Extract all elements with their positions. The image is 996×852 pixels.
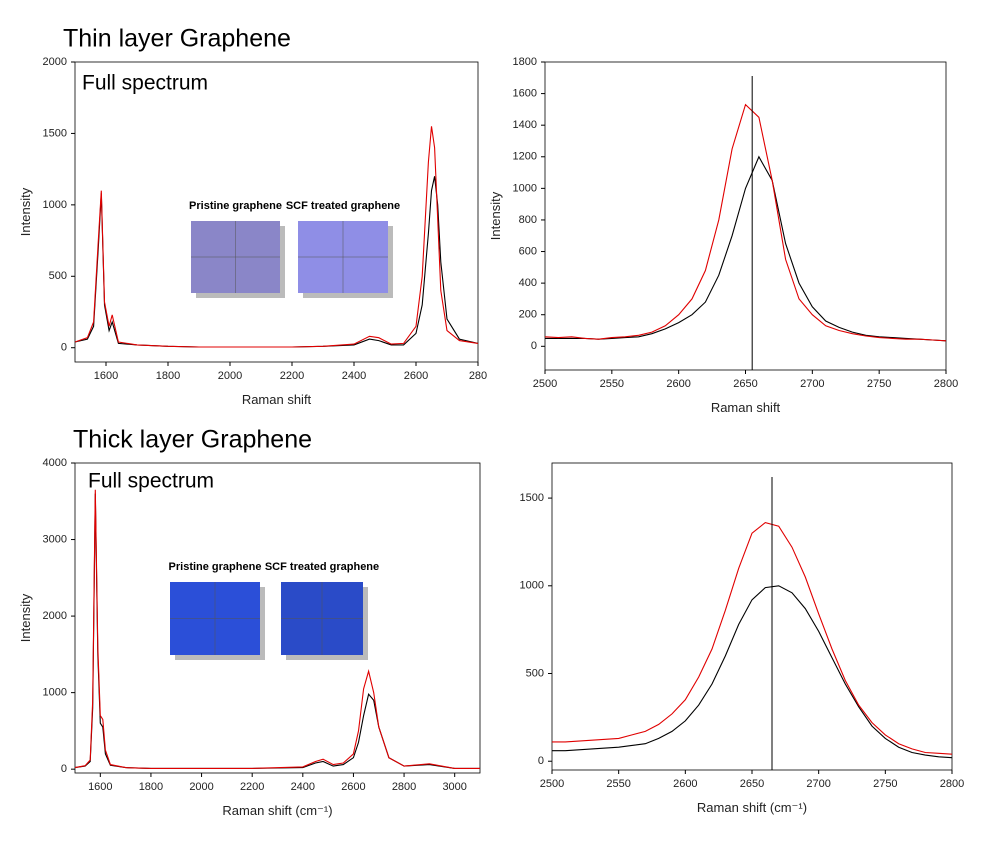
x-tick-label: 2200 <box>240 781 264 793</box>
plot-frame <box>544 61 947 371</box>
y-tick-label: 3000 <box>43 533 67 545</box>
spectrum-line <box>552 585 953 759</box>
x-axis-label: Raman shift (cm⁻¹) <box>222 803 332 818</box>
y-tick-label: 1600 <box>513 87 537 99</box>
y-tick-label: 1800 <box>513 56 537 68</box>
spectrum-line <box>552 521 953 755</box>
x-tick-label: 3000 <box>442 781 466 793</box>
y-tick-label: 800 <box>519 214 537 226</box>
x-tick-label: 2400 <box>291 781 315 793</box>
x-tick-label: 2550 <box>600 378 624 390</box>
spectrum-line <box>74 493 480 769</box>
y-tick-label: 400 <box>519 277 537 289</box>
plot-frame <box>551 462 953 771</box>
spectrum-line <box>544 103 947 342</box>
x-tick-label: 2550 <box>606 778 630 790</box>
x-tick-label: 2650 <box>740 778 764 790</box>
spectrum-line <box>74 489 480 769</box>
y-tick-label: 0 <box>61 763 67 775</box>
y-tick-label: 1200 <box>513 151 537 163</box>
annotation: Full spectrum <box>82 72 208 95</box>
y-tick-label: 600 <box>519 245 537 257</box>
x-tick-label: 2600 <box>404 370 428 382</box>
section-title: Thick layer Graphene <box>73 426 312 454</box>
y-tick-label: 500 <box>49 270 67 282</box>
x-axis-label: Raman shift <box>242 392 312 407</box>
x-tick-label: 2800 <box>934 378 958 390</box>
x-tick-label: 1600 <box>94 370 118 382</box>
inset-label: Pristine graphene <box>169 561 262 573</box>
x-tick-label: 2600 <box>673 778 697 790</box>
spectrum-line <box>545 155 947 342</box>
x-tick-label: 2750 <box>873 778 897 790</box>
section-title: Thin layer Graphene <box>63 25 291 53</box>
x-tick-label: 2700 <box>800 378 824 390</box>
y-tick-label: 200 <box>519 309 537 321</box>
y-tick-label: 1500 <box>520 492 544 504</box>
y-tick-label: 1000 <box>520 580 544 592</box>
x-tick-label: 2500 <box>540 778 564 790</box>
inset-label: SCF treated graphene <box>286 200 400 212</box>
y-tick-label: 1400 <box>513 119 537 131</box>
x-tick-label: 2000 <box>218 370 242 382</box>
x-tick-label: 1800 <box>156 370 180 382</box>
plot-frame <box>74 61 479 363</box>
x-tick-label: 2800 <box>392 781 416 793</box>
x-tick-label: 2200 <box>280 370 304 382</box>
x-tick-label: 2600 <box>666 378 690 390</box>
x-tick-label: 2000 <box>189 781 213 793</box>
x-axis-label: Raman shift (cm⁻¹) <box>697 800 807 815</box>
x-tick-label: 2500 <box>533 378 557 390</box>
y-tick-label: 1000 <box>43 687 67 699</box>
x-tick-label: 2800 <box>940 778 964 790</box>
annotation: Full spectrum <box>88 470 214 493</box>
y-tick-label: 1000 <box>43 199 67 211</box>
x-axis-label: Raman shift <box>711 400 781 415</box>
x-tick-label: 2750 <box>867 378 891 390</box>
y-tick-label: 1000 <box>513 182 537 194</box>
x-tick-label: 2700 <box>806 778 830 790</box>
y-tick-label: 0 <box>61 342 67 354</box>
spectrum-line <box>74 126 479 348</box>
x-tick-label: 2650 <box>733 378 757 390</box>
y-tick-label: 4000 <box>43 457 67 469</box>
x-tick-label: 1800 <box>139 781 163 793</box>
x-tick-label: 2400 <box>342 370 366 382</box>
x-tick-label: 280 <box>469 370 487 382</box>
plot-frame <box>74 462 481 774</box>
y-tick-label: 0 <box>531 340 537 352</box>
y-axis-label: Intensity <box>18 593 33 642</box>
y-tick-label: 1500 <box>43 127 67 139</box>
y-axis-label: Intensity <box>488 191 503 240</box>
y-tick-label: 0 <box>538 755 544 767</box>
x-tick-label: 1600 <box>88 781 112 793</box>
inset-label: SCF treated graphene <box>265 561 379 573</box>
y-axis-label: Intensity <box>18 187 33 236</box>
y-tick-label: 2000 <box>43 56 67 68</box>
x-tick-label: 2600 <box>341 781 365 793</box>
y-tick-label: 2000 <box>43 610 67 622</box>
y-tick-label: 500 <box>526 667 544 679</box>
inset-label: Pristine graphene <box>189 200 282 212</box>
